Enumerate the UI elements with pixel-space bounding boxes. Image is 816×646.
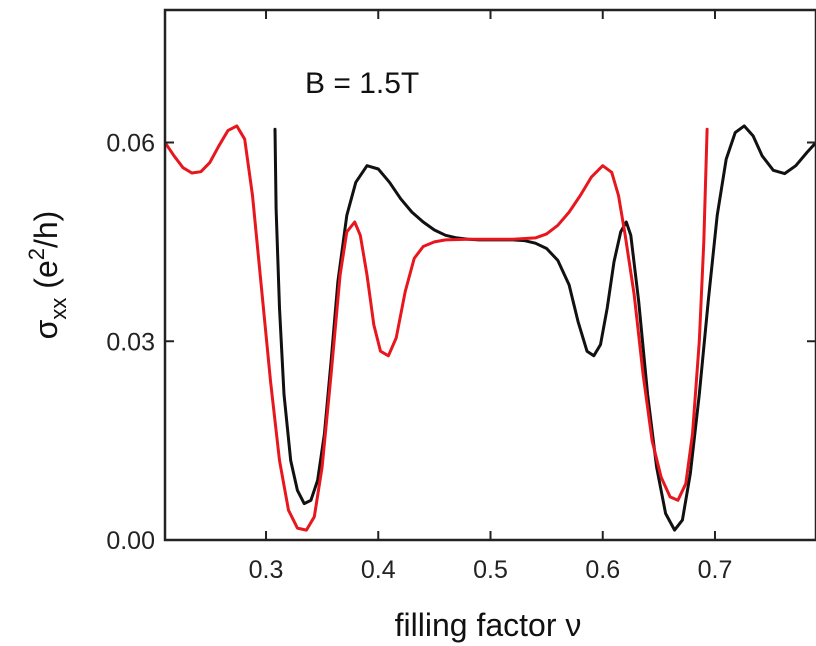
y-tick-label: 0.03 [106,328,155,356]
x-axis-title: filling factor ν [395,607,582,643]
y-tick-label: 0.06 [106,130,155,158]
x-tick-label: 0.4 [361,556,396,584]
y-axis-title-sup: 2 [24,248,49,260]
y-axis-title-unit-suffix: /h) [28,211,64,248]
axis-tick-labels: 0.3 0.4 0.5 0.6 0.7 0.00 0.03 0.06 [106,130,732,585]
y-axis-title: σxx (e2/h) [24,211,71,340]
y-axis-title-sub: xx [46,298,71,320]
plot-series-group [165,124,816,532]
y-axis-title-unit-prefix: (e [28,260,64,297]
y-tick-label: 0.00 [106,527,155,555]
x-tick-label: 0.6 [585,556,620,584]
x-tick-label: 0.7 [698,556,733,584]
axis-ticks [165,10,816,541]
y-axis-title-main: σ [28,319,64,339]
x-tick-label: 0.3 [249,556,284,584]
series-line-2 [165,124,709,532]
field-annotation: B = 1.5T [305,67,419,100]
x-tick-label: 0.5 [473,556,508,584]
